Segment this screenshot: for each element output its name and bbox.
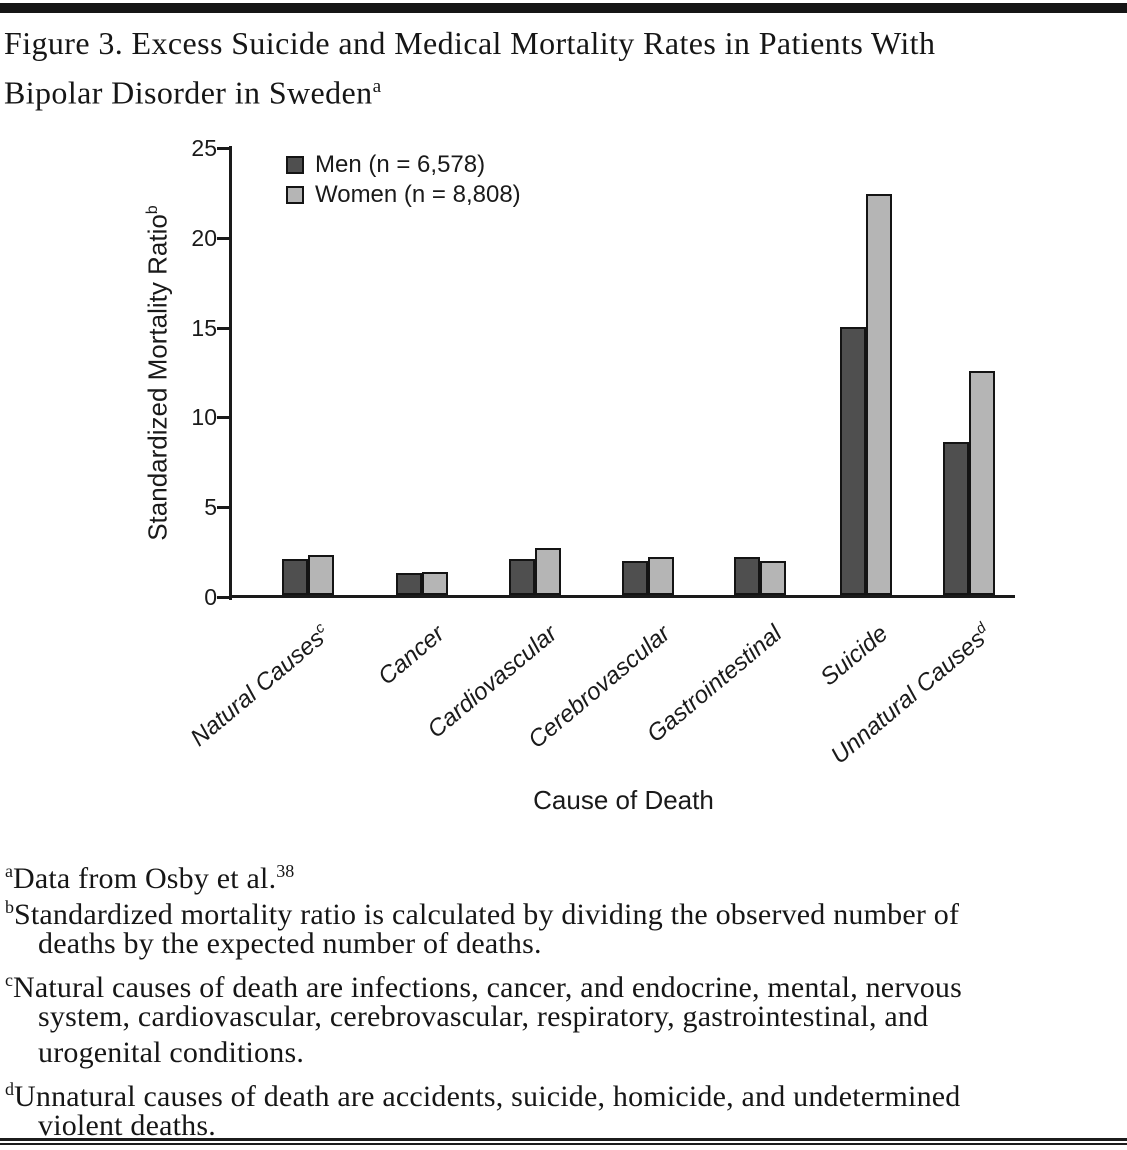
x-label-cancer: Cancer [372,620,450,691]
legend-item-women: Women (n = 8,808) [286,180,521,210]
footnotes: aData from Osby et al.38 bStandardized mo… [5,853,1123,1144]
figure-title-superscript: a [372,76,382,97]
footnote-marker-b: b [5,897,14,918]
legend-swatch-women [286,186,304,204]
bottom-rule [0,1138,1127,1145]
x-label-superscript-c: c [312,620,329,638]
bar-women-suicide [866,194,892,595]
legend-swatch-men [286,156,304,174]
y-tick-label-5: 5 [204,494,217,521]
footnote-c-line-1: cNatural causes of death are infections,… [5,970,962,1005]
bar-women-cardiovascular [535,548,561,595]
y-axis-line [229,146,232,600]
top-rule [0,3,1127,13]
bar-men-suicide [840,327,866,595]
legend-label-women: Women (n = 8,808) [315,181,521,208]
bar-men-cardiovascular [509,559,535,595]
legend-item-men: Men (n = 6,578) [286,150,521,180]
x-axis-title: Cause of Death [533,785,714,815]
footnote-marker-a: a [5,861,13,881]
mortality-bar-chart: Standardized Mortality Ratiob Men (n = 6… [135,135,1015,815]
chart-legend: Men (n = 6,578) Women (n = 8,808) [286,150,521,210]
y-tick-25 [217,147,229,150]
y-axis-label-superscript: b [143,205,161,215]
y-tick-label-10: 10 [191,404,217,431]
footnote-d-line-1: dUnnatural causes of death are accidents… [5,1079,961,1114]
bar-women-cerebrovascular [648,557,674,595]
x-label-natural-causes: Natural Causesc [185,620,330,752]
footnote-a-line-1: aData from Osby et al.38 [5,861,295,895]
y-tick-20 [217,236,229,240]
bar-women-cancer [422,571,448,595]
bar-men-cancer [396,573,422,595]
footnote-c-line-2: system, cardiovascular, cerebrovascular,… [38,999,929,1033]
y-tick-label-25: 25 [191,135,217,161]
bar-men-cerebrovascular [622,560,648,595]
y-tick-label-0: 0 [204,584,217,610]
bar-women-gastrointestinal [760,560,786,595]
figure-title-line1: Figure 3. Excess Suicide and Medical Mor… [4,25,936,61]
footnote-marker-d: d [5,1079,14,1100]
bar-men-natural-causes [282,559,308,595]
bar-women-unnatural-causes [969,370,995,595]
y-axis-label-text: Standardized Mortality Ratio [142,214,173,541]
x-label-suicide: Suicide [815,620,894,692]
footnote-reference-superscript: 38 [276,861,295,881]
bar-women-natural-causes [308,555,334,595]
y-tick-15 [217,326,229,330]
bar-men-gastrointestinal [734,557,760,595]
x-axis-line [229,595,1015,598]
y-tick-label-15: 15 [191,314,217,341]
footnote-b-line-1: bStandardized mortality ratio is calcula… [5,897,960,932]
footnote-c-line-3: urogenital conditions. [38,1035,305,1069]
y-tick-0 [217,596,229,599]
figure-title: Figure 3. Excess Suicide and Medical Mor… [4,22,1114,115]
footnote-d-line-2: violent deaths. [38,1108,216,1142]
bar-men-unnatural-causes [943,442,969,595]
y-tick-label-20: 20 [191,224,217,251]
y-tick-5 [217,506,229,510]
y-axis-label: Standardized Mortality Ratiob [135,138,173,608]
legend-label-men: Men (n = 6,578) [315,151,486,178]
footnote-marker-c: c [5,970,13,991]
figure-title-line2: Bipolar Disorder in Sweden [4,74,373,111]
y-tick-10 [217,416,229,420]
footnote-b-line-2: deaths by the expected number of deaths. [38,926,542,960]
x-label-superscript-d: d [972,620,990,638]
